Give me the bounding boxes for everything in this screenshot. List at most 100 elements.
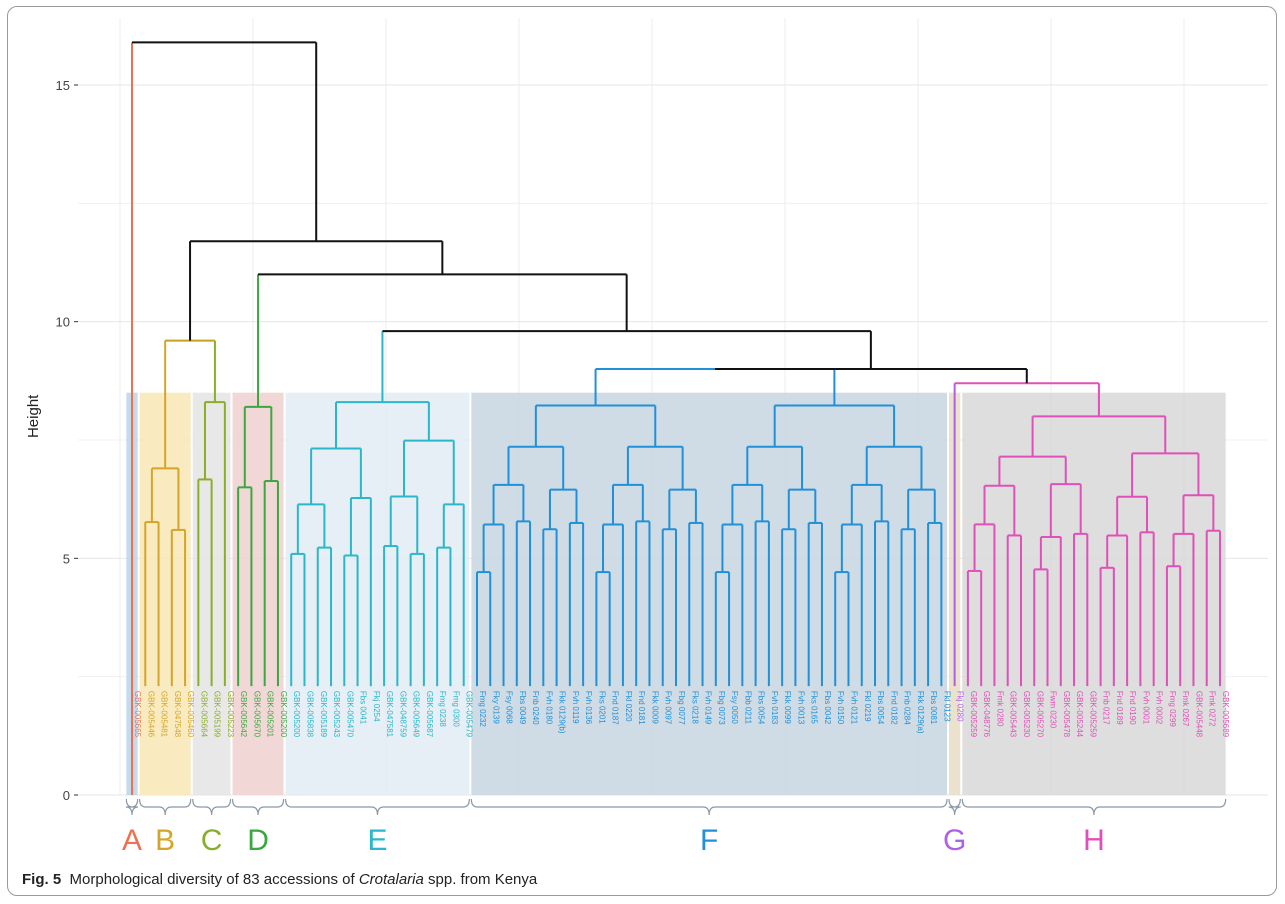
cluster-brace-H <box>961 798 1227 816</box>
leaf-label: Fks 0218 <box>690 691 699 724</box>
leaf-label: GBK-005244 <box>1075 691 1084 738</box>
caption-text-before: Morphological diversity of 83 accessions… <box>69 871 359 888</box>
cluster-label-C: C <box>201 824 223 857</box>
leaf-label: Fmg 0238 <box>438 691 447 728</box>
cluster-brace-C <box>192 798 232 816</box>
leaf-label: GBK-005189 <box>319 691 328 738</box>
leaf-label: GBK-005259 <box>969 691 978 738</box>
leaf-label: Fsy 0068 <box>505 691 514 724</box>
leaf-label: Fnd 0189 <box>1115 691 1124 725</box>
leaf-label: Fvh 0183 <box>770 691 779 725</box>
leaf-label: GBK-005446 <box>146 691 155 738</box>
leaf-label: Fvh 0002 <box>1155 691 1164 725</box>
leaf-label: Fnb 0217 <box>1102 691 1111 725</box>
y-tick-label: 15 <box>56 78 70 93</box>
leaf-label: Fkl 0123 <box>942 691 951 722</box>
leaf-label: Fks 0201 <box>597 691 606 724</box>
leaf-label: GBK-047548 <box>173 691 182 738</box>
leaf-label: GBK-005642 <box>239 691 248 738</box>
leaf-label: GBK-005481 <box>160 691 169 738</box>
leaf-label: GBK-005201 <box>266 691 275 738</box>
leaf-label: Fnb 0240 <box>531 691 540 725</box>
leaf-label: Fvh 0121 <box>849 691 858 725</box>
leaf-label: Fmg 0299 <box>1168 691 1177 728</box>
leaf-label: GBK-005230 <box>1022 691 1031 738</box>
leaf-label: Fbg 0073 <box>717 691 726 725</box>
leaf-label: GBK-005460 <box>186 691 195 738</box>
leaf-label: Fkk 0129(b) <box>558 691 567 734</box>
caption-italic: Crotalaria <box>358 871 424 888</box>
leaf-label: GBK-005259 <box>1088 691 1097 738</box>
leaf-label: Fbs 0054 <box>757 691 766 725</box>
leaf-label: Fky 0139 <box>491 691 500 724</box>
caption-text-after: spp. from Kenya <box>423 871 538 888</box>
y-tick-label: 10 <box>56 315 70 330</box>
cluster-brace-E <box>284 798 470 816</box>
leaf-label: GBK-005665 <box>133 691 142 738</box>
leaf-label: GBK-048776 <box>982 691 991 738</box>
leaf-label: Fvh 0136 <box>584 691 593 725</box>
leaf-label: Fvh 0180 <box>544 691 553 725</box>
leaf-label: GBK-005838 <box>305 691 314 738</box>
leaf-label: GBK-005689 <box>1221 691 1230 738</box>
leaf-label: Fbs 0054 <box>876 691 885 725</box>
cluster-box-E <box>285 392 470 795</box>
leaf-label: GBK-005199 <box>213 691 222 738</box>
leaf-label: GBK-005478 <box>1062 691 1071 738</box>
cluster-label-E: E <box>367 824 387 857</box>
figure-caption: Fig. 5 Morphological diversity of 83 acc… <box>22 871 537 888</box>
leaf-label: Fmg 0300 <box>451 691 460 728</box>
leaf-label: Fmk 0267 <box>1181 691 1190 727</box>
leaf-label: Fvh 0001 <box>1141 691 1150 725</box>
leaf-label: Fvh 0097 <box>664 691 673 725</box>
leaf-label: Fmg 0232 <box>478 691 487 728</box>
leaf-label: GBK-048759 <box>398 691 407 738</box>
leaf-label: Fkj 0254 <box>372 691 381 722</box>
cluster-box-D <box>232 392 284 795</box>
leaf-label: Fmk 0280 <box>995 691 1004 727</box>
leaf-label: GBK-005223 <box>226 691 235 738</box>
y-tick-label: 5 <box>63 551 70 566</box>
leaf-label: GBK-047581 <box>385 691 394 738</box>
leaf-label: GBK-005670 <box>252 691 261 738</box>
caption-label: Fig. 5 <box>22 871 62 888</box>
cluster-label-B: B <box>155 824 175 857</box>
leaf-label: Fnd 0181 <box>637 691 646 725</box>
leaf-label: Fbs 0042 <box>823 691 832 725</box>
cluster-brace-A <box>125 798 139 816</box>
leaf-label: GBK-005448 <box>1194 691 1203 738</box>
leaf-label: GBK-005649 <box>412 691 421 738</box>
leaf-label: Fnd 0190 <box>1128 691 1137 725</box>
cluster-brace-F <box>470 798 948 816</box>
cluster-label-D: D <box>247 824 269 857</box>
leaf-label: GBK-005243 <box>332 691 341 738</box>
cluster-brace-G <box>948 798 961 816</box>
leaf-label: GBK-005200 <box>292 691 301 738</box>
leaf-label: GBK-005443 <box>1009 691 1018 738</box>
leaf-label: Fkk 0009 <box>650 691 659 724</box>
leaf-label: Fkk 0099 <box>783 691 792 724</box>
cluster-label-F: F <box>700 824 718 857</box>
leaf-label: Fvh 0150 <box>836 691 845 725</box>
leaf-label: GBK-005200 <box>279 691 288 738</box>
leaf-label: Fbg 0077 <box>677 691 686 725</box>
cluster-brace-B <box>139 798 192 816</box>
y-tick-label: 0 <box>63 788 70 803</box>
cluster-brace-D <box>231 798 285 816</box>
leaf-label: Fvh 0119 <box>571 691 580 724</box>
cluster-label-G: G <box>943 824 966 857</box>
leaf-label: Fbs 0041 <box>359 691 368 725</box>
figure-border <box>7 6 1277 896</box>
leaf-label: Fbb 0211 <box>743 691 752 725</box>
leaf-label: Fkj 0280 <box>956 691 965 722</box>
leaf-label: Fwm 0230 <box>1049 691 1058 729</box>
leaf-label: GBK-005270 <box>1035 691 1044 738</box>
leaf-label: Fkl 0220 <box>624 691 633 722</box>
leaf-label: Fmk 0272 <box>1208 691 1217 727</box>
leaf-label: GBK-005470 <box>345 691 354 738</box>
cluster-label-H: H <box>1083 824 1105 857</box>
leaf-label: Fkl 0219 <box>863 691 872 722</box>
cluster-label-A: A <box>122 824 142 857</box>
